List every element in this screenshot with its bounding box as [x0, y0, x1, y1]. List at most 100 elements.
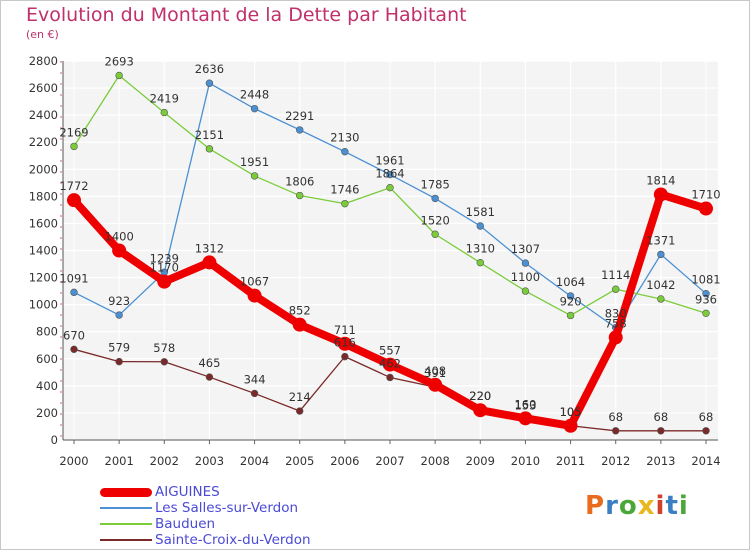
chart-title: Evolution du Montant de la Dette par Hab… — [26, 4, 467, 26]
data-label: 1170 — [150, 261, 179, 275]
data-point — [657, 250, 665, 259]
data-point — [296, 407, 304, 415]
legend-label: Bauduen — [155, 516, 216, 532]
x-tick-label: 2008 — [421, 454, 450, 468]
data-label: 1091 — [59, 271, 88, 285]
data-label: 1951 — [240, 155, 269, 169]
data-point — [657, 427, 665, 435]
data-point — [205, 373, 214, 381]
data-label: 936 — [695, 292, 717, 306]
data-point — [702, 309, 710, 318]
legend-item-bauduen[interactable]: Bauduen — [100, 516, 360, 532]
y-tick-label: 2800 — [29, 54, 58, 68]
data-point — [566, 311, 575, 320]
data-point — [612, 285, 620, 293]
data-point — [702, 289, 710, 298]
x-tick-label: 2012 — [601, 454, 630, 468]
x-tick-label: 2001 — [105, 454, 134, 468]
logo-letter: t — [665, 491, 679, 521]
y-tick-label: 200 — [36, 406, 58, 420]
logo-letter: P — [585, 491, 606, 521]
proxiti-logo: Proxiti — [585, 491, 689, 521]
data-label: 1581 — [466, 205, 495, 219]
y-tick-label: 1600 — [29, 216, 58, 230]
data-point — [250, 389, 259, 398]
x-tick-label: 2002 — [150, 454, 179, 468]
data-point — [296, 191, 304, 200]
data-label: 1042 — [646, 278, 675, 292]
logo-letter: x — [637, 491, 656, 521]
data-label: 1806 — [285, 175, 314, 189]
data-point — [341, 199, 349, 208]
data-point — [247, 288, 262, 303]
data-point — [612, 427, 620, 435]
x-tick-label: 2009 — [466, 454, 495, 468]
data-point — [341, 352, 349, 361]
data-label: 557 — [379, 344, 401, 358]
data-label: 220 — [469, 389, 491, 403]
data-label: 1310 — [466, 242, 495, 256]
x-tick-label: 2000 — [59, 454, 88, 468]
legend-item-sainte-croix-du-verdon[interactable]: Sainte-Croix-du-Verdon — [100, 532, 360, 548]
data-label: 1100 — [511, 270, 540, 284]
data-label: 1864 — [375, 167, 404, 181]
y-tick-label: 400 — [36, 379, 58, 393]
data-point — [70, 345, 78, 354]
data-point — [70, 288, 78, 297]
logo-letter: r — [605, 491, 619, 521]
y-tick-label: 1400 — [29, 244, 58, 258]
data-point — [473, 403, 488, 418]
data-label: 1520 — [421, 213, 450, 227]
x-tick-label: 2010 — [511, 454, 540, 468]
data-point — [205, 145, 214, 153]
data-point — [431, 194, 439, 203]
data-point — [296, 126, 304, 134]
data-label: 1067 — [240, 275, 269, 289]
data-label: 68 — [608, 410, 623, 424]
data-point — [476, 258, 484, 267]
data-label: 2291 — [285, 109, 314, 123]
data-point — [431, 230, 439, 238]
x-tick-label: 2013 — [646, 454, 675, 468]
legend-item-aiguines[interactable]: AIGUINES — [100, 484, 360, 500]
data-label: 391 — [424, 366, 446, 380]
data-label: 1064 — [556, 275, 585, 289]
data-point — [702, 427, 710, 435]
data-label: 1307 — [511, 242, 540, 256]
data-point — [160, 358, 168, 366]
data-label: 1785 — [421, 177, 450, 191]
data-point — [250, 172, 259, 180]
data-point — [157, 274, 172, 289]
data-label: 579 — [108, 341, 130, 355]
data-point — [428, 377, 443, 392]
data-label: 1961 — [375, 154, 404, 168]
data-point — [518, 411, 533, 426]
data-point — [383, 357, 397, 372]
data-label: 616 — [334, 336, 356, 350]
y-tick-label: 2200 — [29, 135, 58, 149]
data-label: 220 — [469, 389, 491, 403]
data-label: 214 — [289, 390, 311, 404]
y-tick-label: 2000 — [29, 162, 58, 176]
data-point — [657, 295, 665, 303]
y-tick-label: 1800 — [29, 189, 58, 203]
data-label: 465 — [198, 356, 220, 370]
y-tick-label: 1000 — [29, 298, 58, 312]
y-tick-label: 600 — [36, 352, 58, 366]
data-label: 2419 — [150, 92, 179, 106]
data-label: 408 — [424, 364, 446, 378]
data-label: 68 — [654, 410, 669, 424]
data-label: 1312 — [195, 241, 224, 255]
data-label: 1239 — [150, 251, 179, 265]
data-label: 462 — [379, 356, 401, 370]
data-point — [160, 108, 168, 117]
data-label: 758 — [605, 316, 627, 330]
data-point — [70, 142, 78, 151]
data-point — [566, 292, 575, 300]
logo-letter: o — [618, 491, 638, 521]
x-tick-label: 2005 — [285, 454, 314, 468]
legend-item-les-salles-sur-verdon[interactable]: Les Salles-sur-Verdon — [100, 500, 360, 516]
data-point — [563, 418, 578, 433]
x-tick-label: 2006 — [330, 454, 359, 468]
logo-letter: i — [655, 491, 666, 521]
